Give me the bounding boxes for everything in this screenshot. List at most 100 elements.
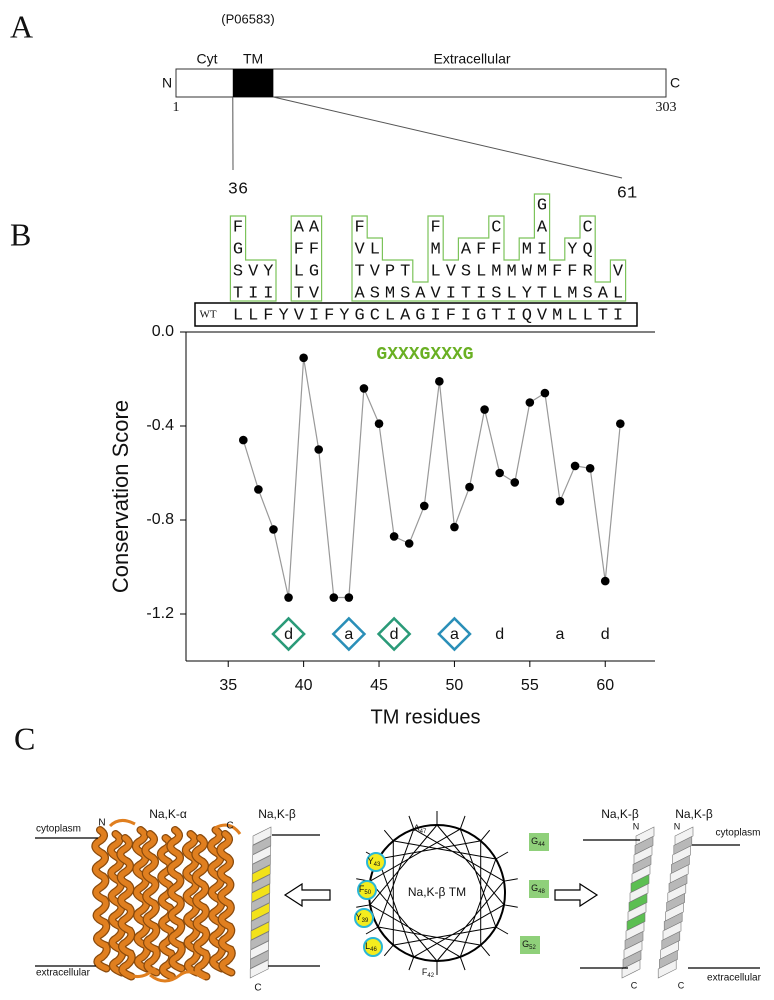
residue-number: 303 (656, 100, 677, 115)
substitution-row: G FF VL M AFF MI YQ (233, 240, 593, 259)
terminus: N (674, 821, 681, 831)
residue-marker (529, 880, 549, 898)
beta-helix (251, 874, 271, 893)
data-point (299, 353, 308, 363)
residue-position: 50 (364, 890, 371, 896)
x-axis-label: TM residues (370, 706, 480, 728)
substitution-row: G (233, 196, 547, 215)
data-point (374, 419, 384, 428)
residue-marker (520, 936, 540, 954)
beta-helix (249, 959, 269, 979)
residue-marker (366, 852, 386, 872)
compartment-label: extracellular (707, 973, 762, 984)
wheel-title: Na,K-β TM (408, 885, 466, 899)
data-point (344, 593, 354, 602)
beta-helix (663, 912, 683, 931)
residue-aa: G (531, 883, 538, 893)
beta-helix (251, 893, 270, 912)
beta-helix (634, 836, 654, 855)
panel-label: B (10, 216, 31, 252)
alpha-helix (167, 827, 185, 972)
alpha-helix (192, 835, 210, 980)
wheel-tick (480, 944, 491, 957)
heptad-diamond (376, 616, 412, 652)
data-point (540, 388, 550, 398)
subunit-label: Na,K-β (675, 807, 713, 821)
substitution-outline (290, 215, 323, 302)
residue-label: Y39 (356, 912, 369, 923)
alpha-loop (119, 966, 206, 983)
data-point (450, 522, 459, 532)
subunit-label: Na,K-α (149, 807, 187, 821)
data-point (389, 532, 399, 541)
x-tick-label: 45 (370, 677, 388, 694)
heptad-diamond (271, 616, 306, 652)
beta-helix (622, 950, 642, 969)
residue-number: 1 (173, 100, 180, 115)
data-point (495, 468, 504, 478)
residue-aa: Y (368, 856, 374, 866)
data-point (465, 482, 474, 492)
residue-label: A47 (414, 823, 427, 834)
terminus: C (254, 983, 261, 994)
beta-helix (251, 864, 271, 884)
heptad-diamond (331, 616, 367, 652)
accession: (P06583) (221, 11, 274, 26)
residue-aa: G (522, 939, 529, 949)
y-tick-label: -0.8 (146, 511, 174, 528)
beta-helix (674, 826, 694, 846)
beta-helix (661, 931, 681, 950)
beta-helix (657, 959, 677, 979)
wheel-tick (383, 829, 394, 842)
beta-helix (665, 902, 684, 922)
wheel-tick (365, 926, 379, 935)
x-tick-label: 35 (219, 677, 237, 694)
residue-aa: Y (356, 912, 362, 922)
data-point (600, 576, 610, 586)
tm-domain (232, 69, 274, 97)
subunit-label: Na,K-β (258, 807, 296, 821)
beta-helix (628, 893, 648, 912)
beta-helix (623, 940, 643, 960)
residue-number: 61 (617, 184, 637, 203)
wheel-tick (459, 815, 466, 830)
beta-helix (668, 874, 688, 893)
alpha-helix (158, 835, 175, 980)
x-tick-label: 40 (295, 677, 313, 694)
wheel-title-bg (403, 882, 471, 902)
residue-label: G48 (531, 883, 545, 894)
wheel-tick (480, 829, 491, 842)
residue-aa: A (414, 823, 420, 833)
data-point (480, 405, 489, 414)
wheel-tick (356, 904, 371, 908)
y-tick-label: 0.0 (152, 323, 174, 340)
terminus: C (631, 980, 638, 990)
y-tick-label: -1.2 (146, 605, 174, 622)
wheel-tick (408, 815, 415, 830)
residue-position: 42 (427, 973, 434, 979)
beta-helix (250, 940, 269, 960)
residue-aa: L (365, 941, 370, 951)
heptad-diamond (437, 616, 472, 652)
data-point (404, 539, 414, 548)
wheel-tick (503, 904, 518, 908)
beta-helix (666, 893, 685, 912)
residue-marker (529, 833, 549, 851)
terminus: N (162, 75, 172, 91)
data-point (284, 593, 293, 602)
zoom-line (273, 96, 623, 179)
wheel-chords (369, 824, 505, 962)
wheel-tick (495, 851, 509, 860)
heptad-label: a (344, 626, 353, 643)
wt-box (194, 302, 638, 327)
substitution-row: F AA F F C A C (233, 218, 593, 237)
data-point (254, 485, 263, 494)
data-point (555, 496, 565, 506)
data-point (359, 384, 369, 393)
panel-label: C (14, 720, 35, 756)
data-line (242, 357, 621, 599)
beta-helix (632, 855, 652, 874)
wheel-tick (495, 926, 509, 935)
data-point (570, 461, 580, 471)
beta-helix (672, 845, 691, 865)
